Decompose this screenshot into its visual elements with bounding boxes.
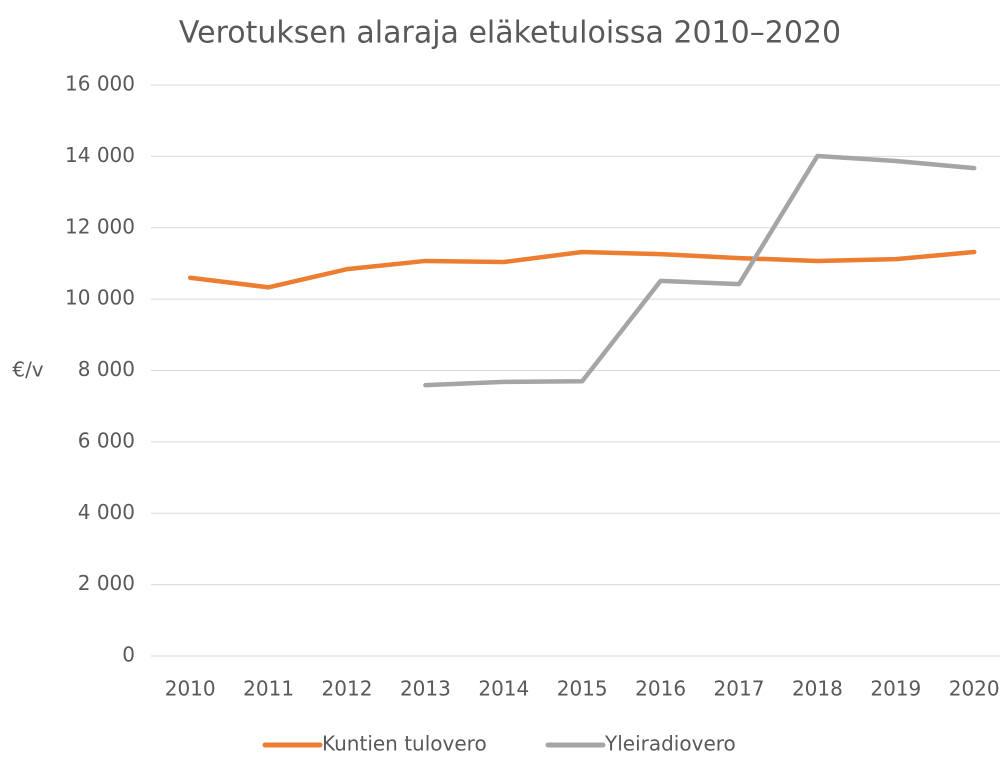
legend-label: Kuntien tulovero [322, 732, 487, 756]
y-tick-label: 16 000 [65, 72, 135, 96]
y-tick-label: 14 000 [65, 143, 135, 167]
x-tick-label: 2017 [714, 677, 765, 701]
y-tick-label: 8 000 [78, 357, 135, 381]
x-tick-label: 2010 [165, 677, 216, 701]
x-tick-label: 2014 [478, 677, 529, 701]
x-tick-label: 2013 [400, 677, 451, 701]
legend-label: Yleiradiovero [604, 732, 736, 756]
y-tick-label: 6 000 [78, 428, 135, 452]
x-tick-label: 2020 [949, 677, 1000, 701]
x-tick-label: 2015 [557, 677, 608, 701]
y-tick-label: 10 000 [65, 286, 135, 310]
y-tick-label: 4 000 [78, 500, 135, 524]
x-tick-label: 2012 [322, 677, 373, 701]
chart-title: Verotuksen alaraja eläketuloissa 2010–20… [179, 16, 841, 51]
x-tick-label: 2019 [870, 677, 921, 701]
y-tick-label: 0 [122, 643, 135, 667]
series-line [187, 249, 977, 290]
x-tick-label: 2018 [792, 677, 843, 701]
series-line [423, 153, 977, 388]
x-tick-label: 2016 [635, 677, 686, 701]
y-tick-label: 2 000 [78, 571, 135, 595]
y-axis-label: €/v [12, 358, 43, 382]
x-tick-label: 2011 [243, 677, 294, 701]
y-tick-label: 12 000 [65, 214, 135, 238]
